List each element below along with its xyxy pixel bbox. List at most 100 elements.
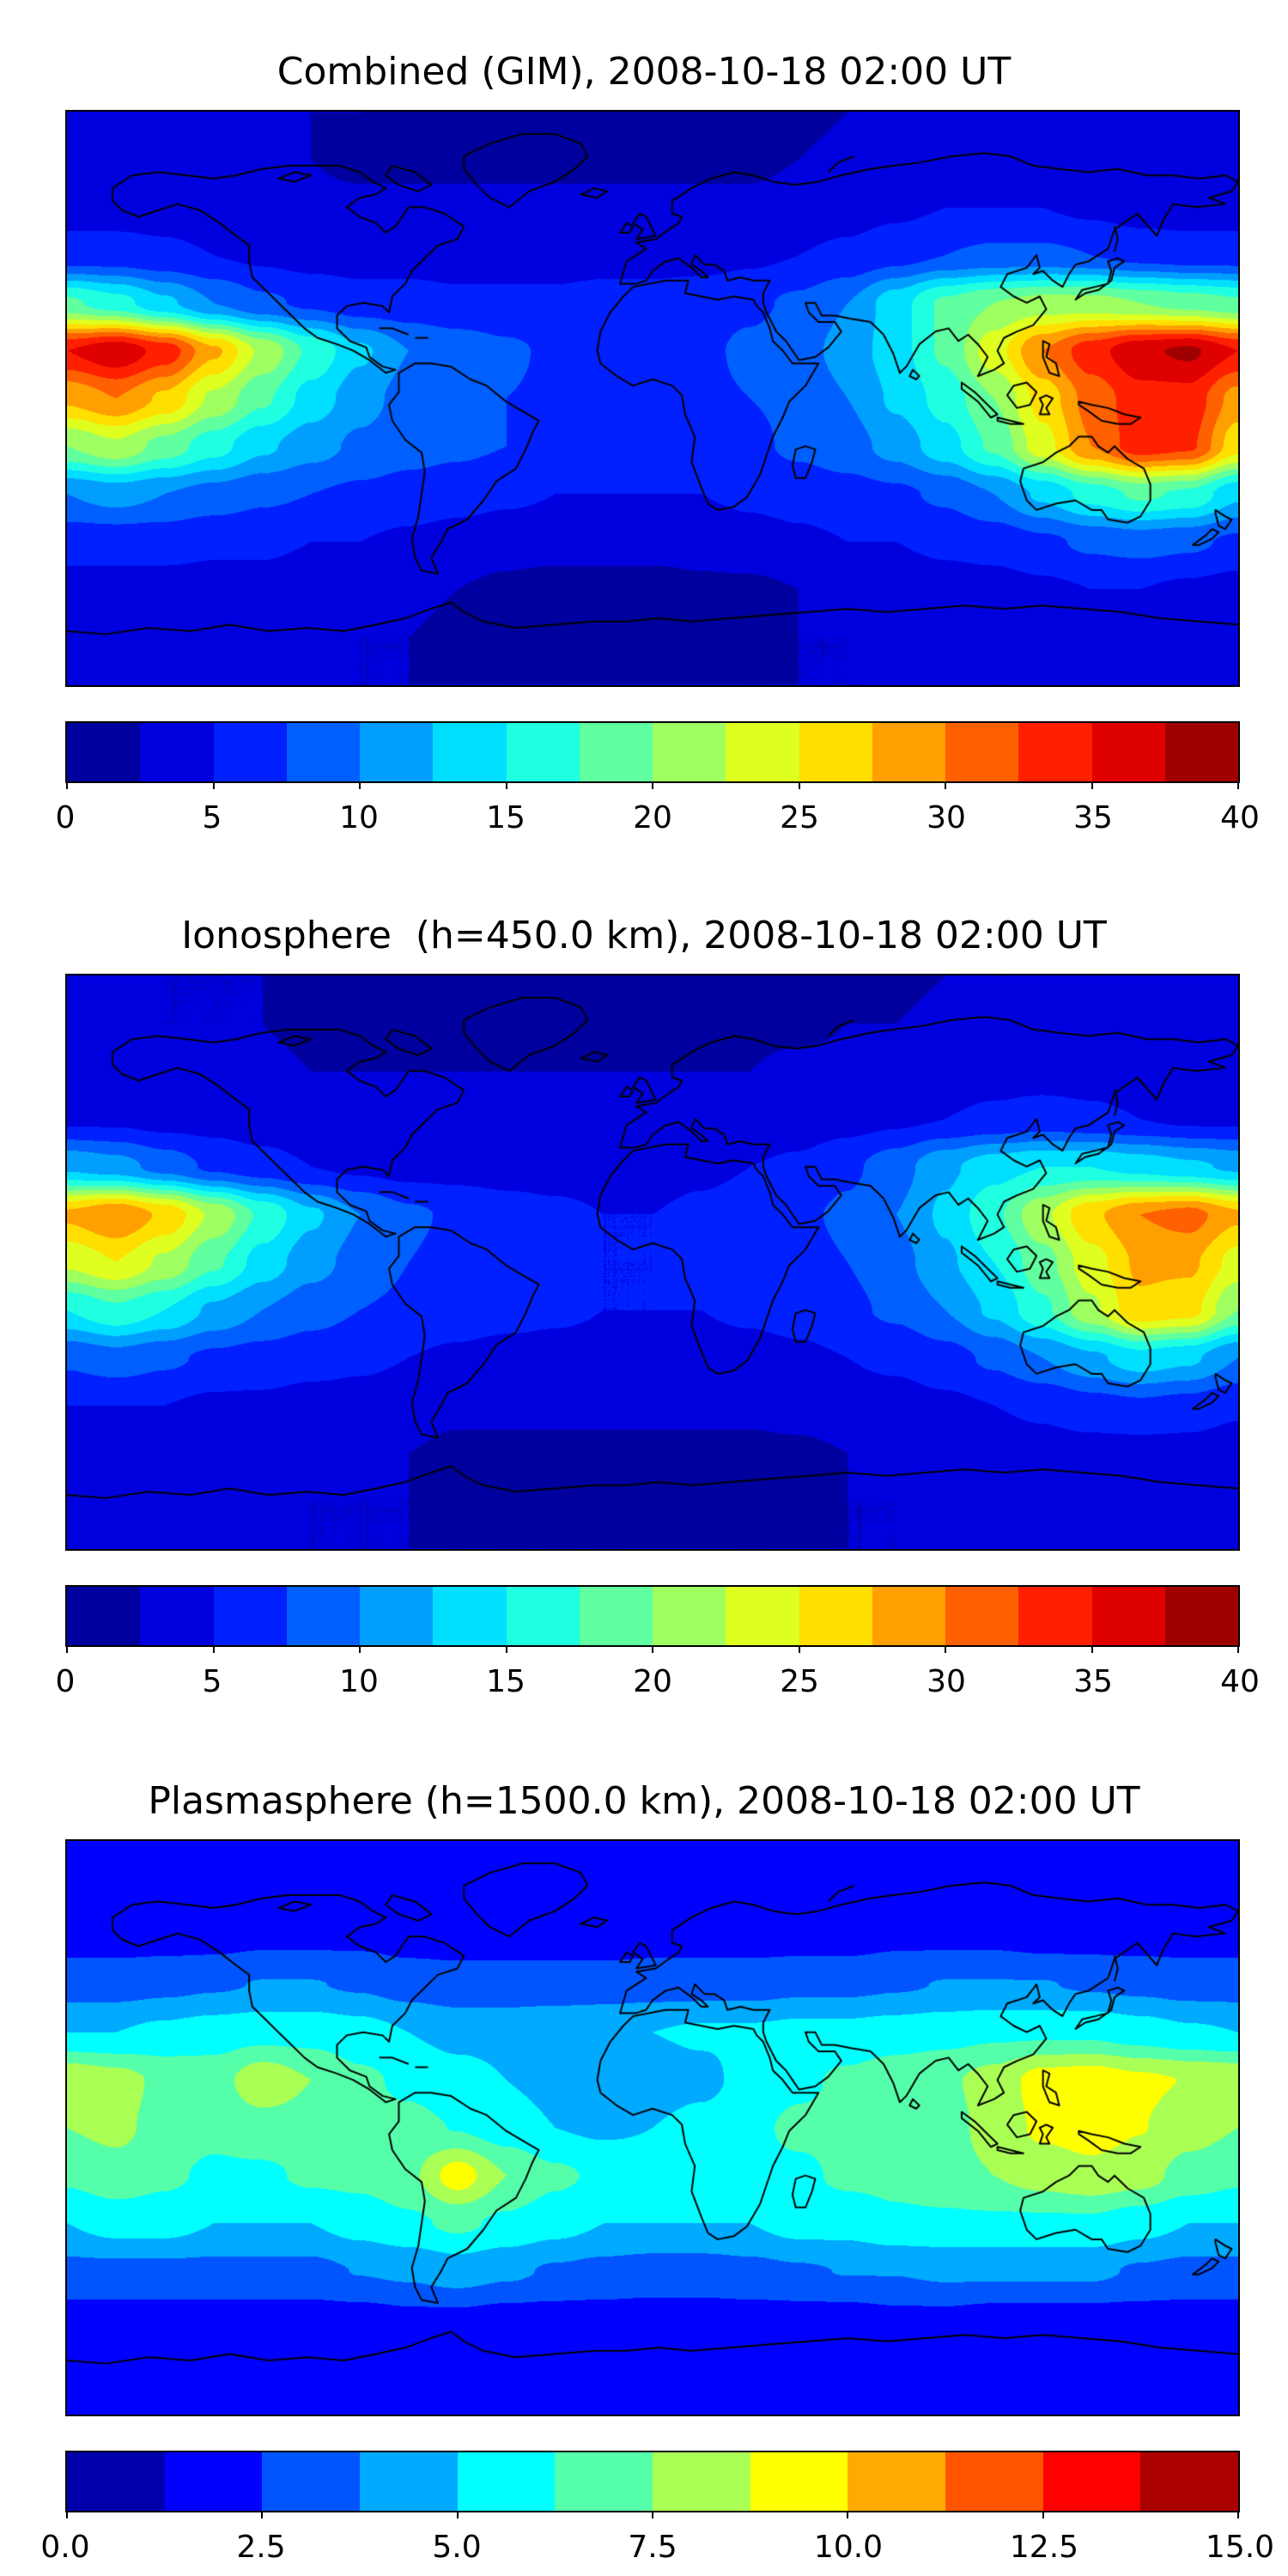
- colorbar-tickmark: [652, 1645, 653, 1653]
- colorbar-tick-label: 7.5: [628, 2530, 677, 2565]
- panel-ionosphere-colorbar: [65, 1585, 1240, 1653]
- colorbar-tickmark: [66, 781, 68, 789]
- colorbar-tickmark: [505, 1645, 507, 1653]
- colorbar-tick-label: 40: [1220, 800, 1260, 835]
- colorbar-tickmark: [652, 781, 653, 789]
- colorbar-tickmark: [1091, 1645, 1093, 1653]
- colorbar-gradient: [67, 723, 1238, 781]
- colorbar-segment: [433, 723, 507, 781]
- colorbar-tick-label: 5: [202, 800, 222, 835]
- colorbar-tickmark: [359, 1645, 361, 1653]
- colorbar-segment: [262, 2452, 361, 2511]
- colorbar-tick-label: 12.5: [1009, 2530, 1079, 2565]
- colorbar-segment: [1091, 1587, 1165, 1645]
- colorbar-tickmark: [945, 1645, 946, 1653]
- panel-plasmasphere-map: [65, 1839, 1240, 2416]
- colorbar-tick-label: 20: [633, 800, 672, 835]
- colorbar-tick-label: 35: [1073, 800, 1113, 835]
- colorbar-tickmark: [505, 781, 507, 789]
- colorbar-segment: [67, 2452, 165, 2511]
- colorbar-tick-label: 5.0: [432, 2530, 482, 2565]
- colorbar-segment: [555, 2452, 653, 2511]
- colorbar-segment: [67, 1587, 141, 1645]
- panel-plasmasphere-title: Plasmasphere (h=1500.0 km), 2008-10-18 0…: [148, 1779, 1140, 1823]
- colorbar-tick-label: 35: [1073, 1664, 1113, 1699]
- colorbar-tickmark: [212, 1645, 215, 1653]
- colorbar-tickmark: [798, 781, 800, 789]
- colorbar-segment: [848, 2452, 946, 2511]
- colorbar-tickmark: [66, 1645, 68, 1653]
- colorbar-segment: [360, 2452, 458, 2511]
- colorbar-tick-label: 25: [780, 1664, 819, 1699]
- panel-combined-colorbar-ticks: 0 5 10 15 20 25 30 35 40: [56, 799, 1260, 838]
- panel-ionosphere-title: Ionosphere (h=450.0 km), 2008-10-18 02:0…: [181, 914, 1107, 957]
- colorbar-segment: [286, 723, 360, 781]
- colorbar-segment: [433, 1587, 507, 1645]
- colorbar-gradient: [67, 2452, 1239, 2511]
- colorbar-segment: [579, 723, 653, 781]
- colorbar-segment: [1018, 1587, 1092, 1645]
- colorbar-tickmark: [1042, 2511, 1044, 2518]
- colorbar-tickmark: [1091, 781, 1093, 789]
- panel-plasmasphere-colorbar-ticks: 0.0 2.5 5.0 7.5 10.0 12.5 15.0: [40, 2528, 1274, 2567]
- colorbar-tick-label: 10: [339, 1664, 379, 1699]
- panel-plasmasphere: Plasmasphere (h=1500.0 km), 2008-10-18 0…: [0, 1729, 1288, 2576]
- panel-combined-map: [65, 110, 1240, 687]
- colorbar-tick-label: 15: [486, 1664, 526, 1699]
- colorbar-tick-label: 30: [927, 800, 966, 835]
- colorbar-segment: [140, 723, 214, 781]
- panel-ionosphere-colorbar-ticks: 0 5 10 15 20 25 30 35 40: [56, 1662, 1260, 1702]
- colorbar-segment: [506, 723, 580, 781]
- colorbar-tickmark: [1237, 781, 1239, 789]
- colorbar-segment: [506, 1587, 580, 1645]
- colorbar-segment: [1091, 723, 1165, 781]
- colorbar-tick-label: 30: [927, 1664, 966, 1699]
- colorbar-segment: [1164, 723, 1238, 781]
- colorbar-tickmark: [1237, 1645, 1239, 1653]
- colorbar-tickmark: [261, 2511, 264, 2518]
- colorbar-segment: [653, 723, 726, 781]
- colorbar-tickmark: [456, 2511, 459, 2518]
- colorbar-segment: [164, 2452, 263, 2511]
- colorbar-segment: [1042, 2452, 1141, 2511]
- colorbar-tickmark: [945, 781, 946, 789]
- colorbar-segment: [945, 723, 1019, 781]
- panel-combined: Combined (GIM), 2008-10-18 02:00 UT 0 5 …: [0, 0, 1288, 864]
- colorbar-segment: [726, 1587, 799, 1645]
- colorbar-tickmark: [359, 781, 361, 789]
- colorbar-segment: [67, 723, 141, 781]
- panel-ionosphere-map: [65, 974, 1240, 1551]
- colorbar-tick-label: 5: [202, 1664, 222, 1699]
- colorbar-segment: [213, 723, 287, 781]
- colorbar-segment: [360, 723, 434, 781]
- colorbar-tick-label: 20: [633, 1664, 672, 1699]
- colorbar-segment: [457, 2452, 556, 2511]
- colorbar-segment: [872, 723, 945, 781]
- panel-ionosphere: Ionosphere (h=450.0 km), 2008-10-18 02:0…: [0, 864, 1288, 1728]
- panel-plasmasphere-colorbar: [65, 2451, 1240, 2518]
- colorbar-tick-label: 10: [339, 800, 379, 835]
- colorbar-tick-label: 10.0: [813, 2530, 884, 2565]
- colorbar-segment: [213, 1587, 287, 1645]
- colorbar-tickmark: [212, 781, 215, 789]
- colorbar-segment: [872, 1587, 945, 1645]
- colorbar-tickmark: [798, 1645, 800, 1653]
- colorbar-segment: [1018, 723, 1092, 781]
- colorbar-segment: [799, 723, 872, 781]
- panel-combined-title: Combined (GIM), 2008-10-18 02:00 UT: [276, 50, 1012, 94]
- ionosphere-heatmap-canvas: [67, 975, 1238, 1549]
- combined-heatmap-canvas: [67, 112, 1238, 685]
- colorbar-segment: [945, 2452, 1043, 2511]
- colorbar-segment: [140, 1587, 214, 1645]
- colorbar-tickmark: [847, 2511, 849, 2518]
- colorbar-segment: [653, 1587, 726, 1645]
- plasmasphere-heatmap-canvas: [67, 1841, 1238, 2415]
- colorbar-segment: [945, 1587, 1019, 1645]
- colorbar-segment: [726, 723, 799, 781]
- colorbar-tick-label: 2.5: [236, 2530, 286, 2565]
- colorbar-gradient: [67, 1587, 1238, 1645]
- colorbar-tick-label: 0: [55, 800, 76, 835]
- colorbar-tick-label: 25: [780, 800, 819, 835]
- colorbar-tickmark: [1237, 2511, 1239, 2518]
